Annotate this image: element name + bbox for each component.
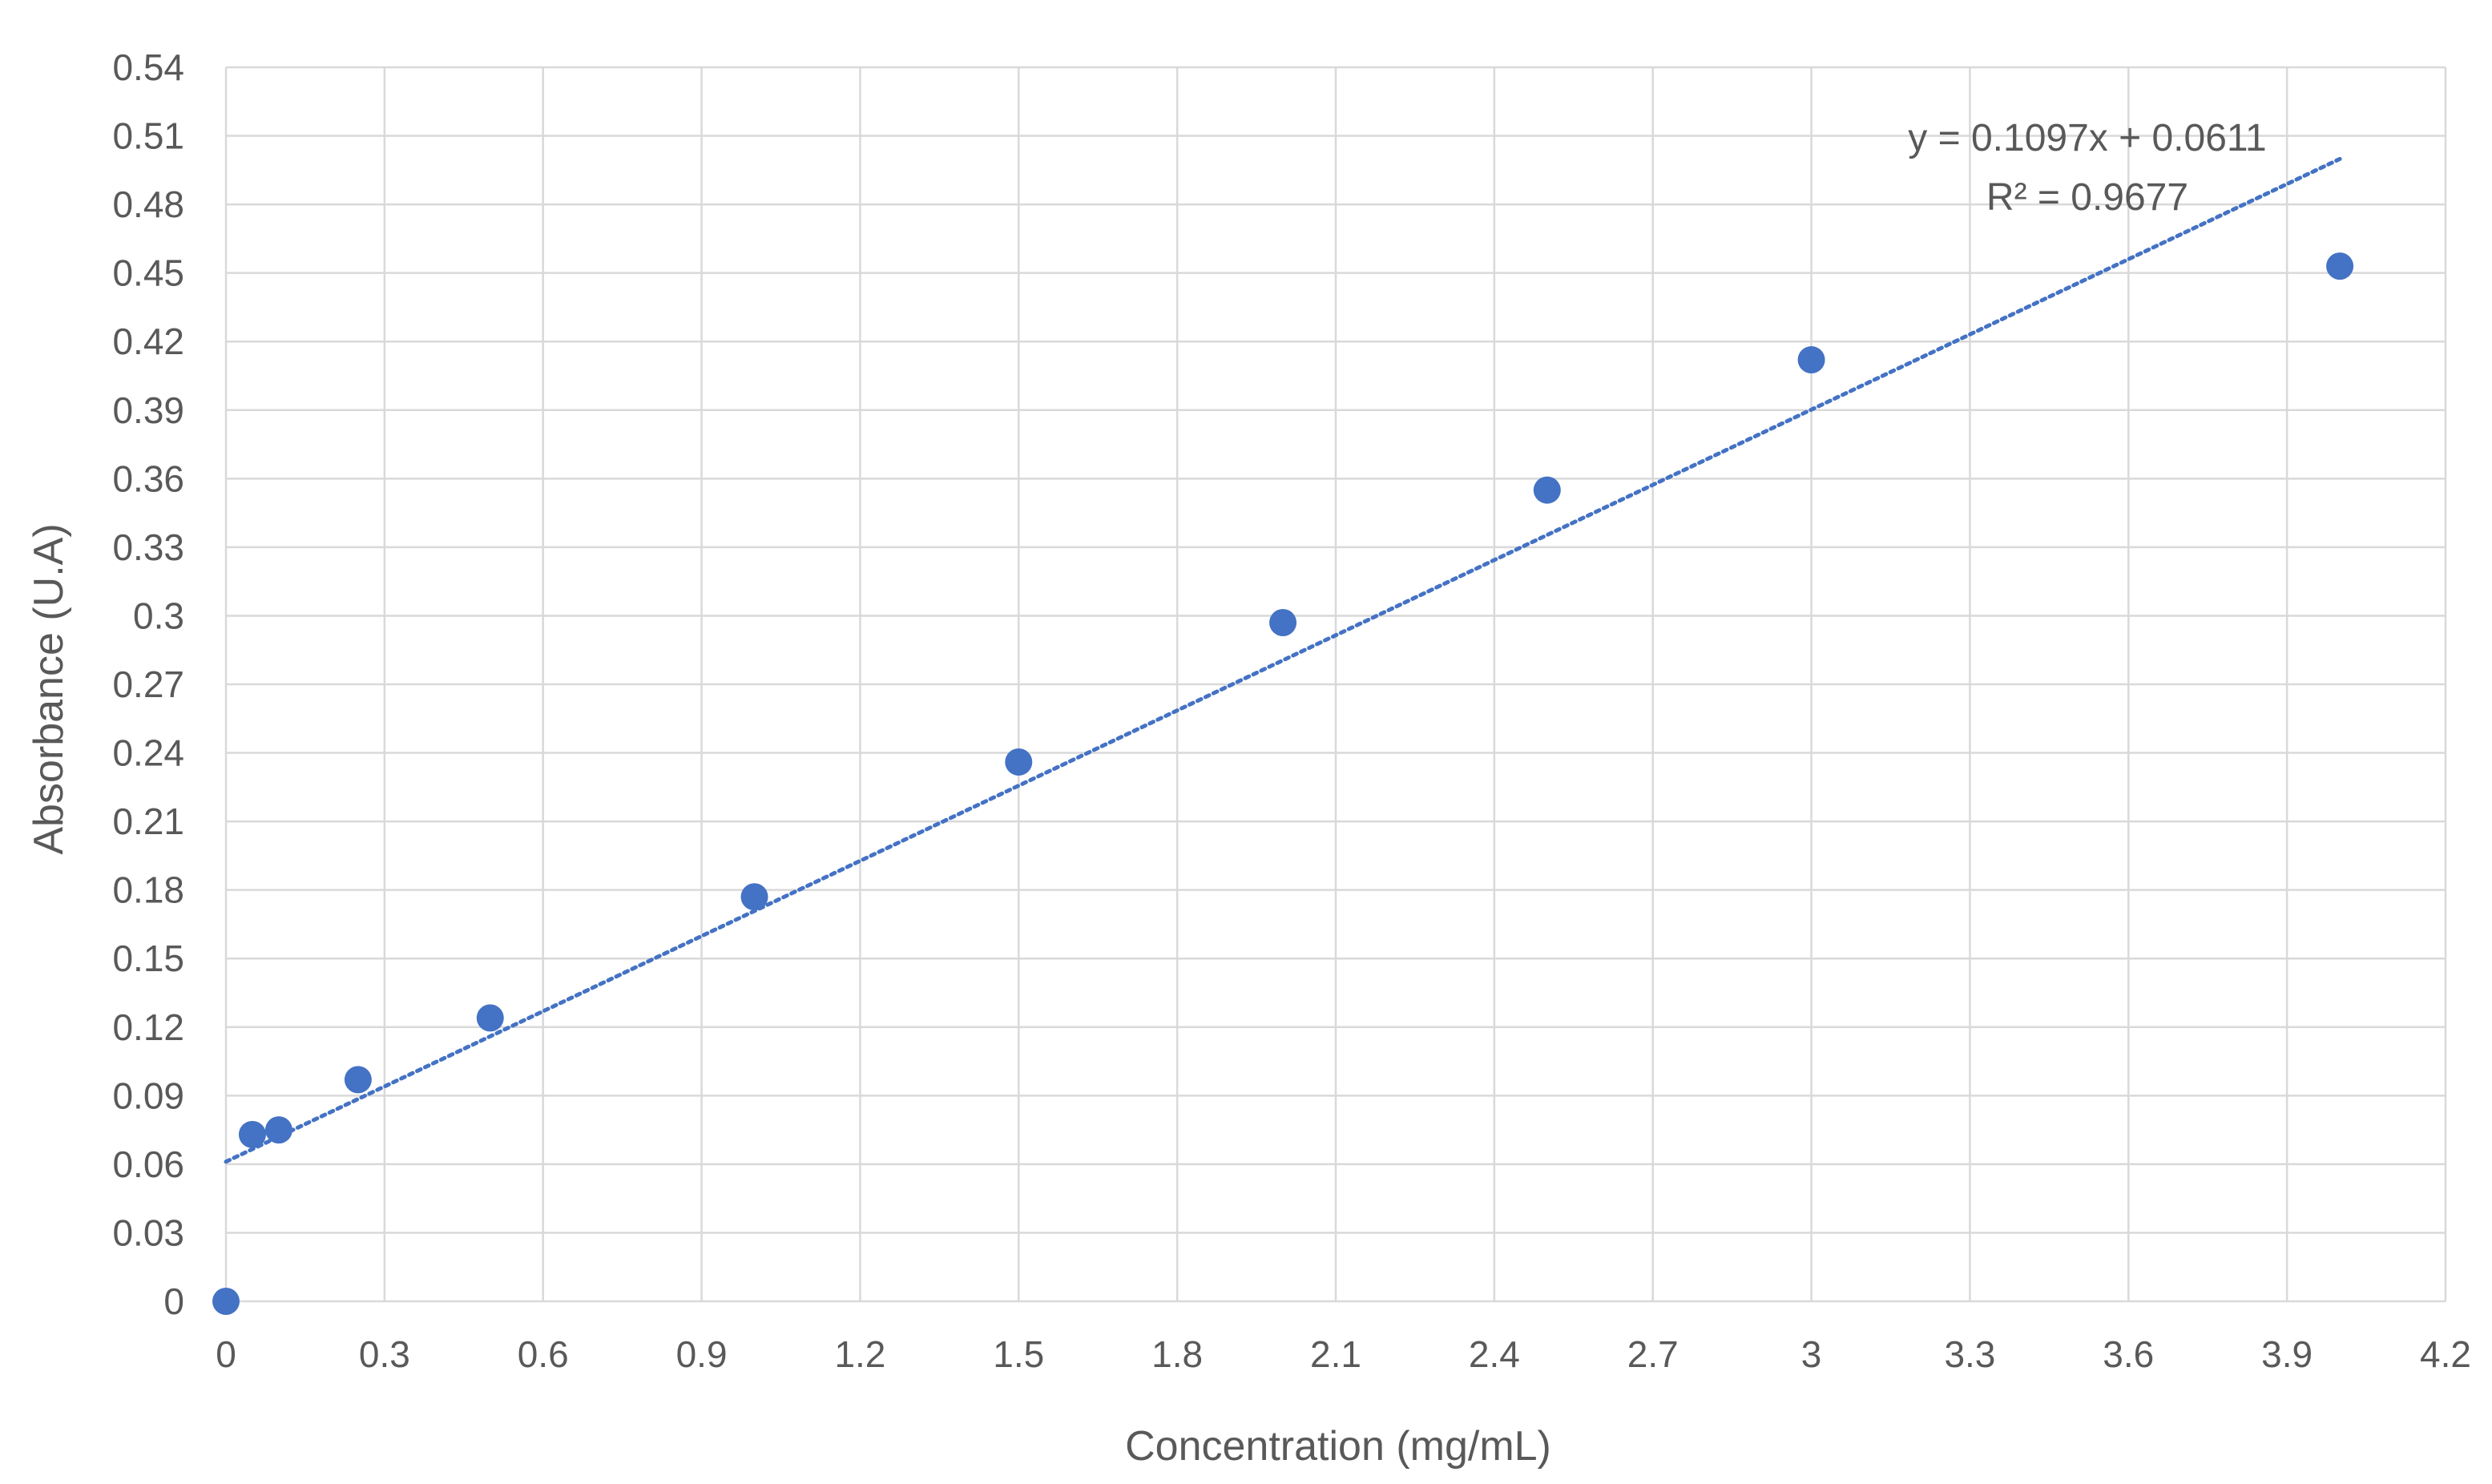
x-tick-label: 3.3 — [1944, 1333, 1995, 1375]
y-tick-label: 0.12 — [112, 1006, 184, 1048]
y-tick-label: 0.24 — [112, 732, 184, 774]
y-tick-label: 0.18 — [112, 869, 184, 911]
data-point — [1269, 609, 1297, 636]
x-tick-label: 2.7 — [1627, 1333, 1679, 1375]
y-tick-label: 0.3 — [133, 595, 184, 636]
y-axis-title: Absorbance (U.A) — [26, 523, 72, 854]
x-tick-label: 1.2 — [834, 1333, 885, 1375]
data-point — [264, 1116, 292, 1144]
x-tick-label: 1.8 — [1151, 1333, 1203, 1375]
y-tick-label: 0.48 — [112, 183, 184, 225]
x-axis-title: Concentration (mg/mL) — [1125, 1423, 1551, 1470]
x-tick-label: 0 — [216, 1333, 236, 1375]
data-point — [1005, 748, 1033, 776]
trendline-r-squared: R² = 0.9677 — [1986, 176, 2188, 219]
y-tick-label: 0.15 — [112, 938, 184, 979]
x-tick-label: 3.6 — [2103, 1333, 2154, 1375]
data-point — [1797, 346, 1825, 374]
y-tick-label: 0.54 — [112, 46, 184, 88]
x-tick-label: 3.9 — [2261, 1333, 2313, 1375]
y-tick-label: 0.45 — [112, 252, 184, 294]
x-tick-label: 0.9 — [676, 1333, 728, 1375]
data-point — [238, 1120, 266, 1148]
data-point — [212, 1288, 240, 1315]
x-tick-label: 4.2 — [2420, 1333, 2471, 1375]
x-tick-label: 2.4 — [1469, 1333, 1520, 1375]
y-tick-label: 0.06 — [112, 1143, 184, 1185]
data-point — [740, 883, 768, 911]
data-point — [2326, 252, 2354, 280]
trendline-equation: y = 0.1097x + 0.0611 — [1908, 117, 2266, 159]
x-tick-label: 2.1 — [1310, 1333, 1361, 1375]
trendline-group — [224, 156, 2342, 1164]
x-tick-label: 1.5 — [993, 1333, 1044, 1375]
y-tick-label: 0.21 — [112, 800, 184, 842]
x-tick-label: 0.3 — [359, 1333, 410, 1375]
data-point — [344, 1066, 372, 1094]
y-tick-label: 0.27 — [112, 663, 184, 705]
y-tick-label: 0.42 — [112, 321, 184, 362]
y-tick-label: 0.09 — [112, 1075, 184, 1116]
y-tick-label: 0.51 — [112, 115, 184, 157]
x-axis-tick-labels: 0 0.3 0.6 0.9 1.2 1.5 1.8 2.1 2.4 2.7 3 3.3 3.6 3.9 4.… — [216, 1333, 2471, 1375]
x-tick-label: 3 — [1801, 1333, 1822, 1375]
y-tick-label: 0.39 — [112, 389, 184, 431]
grid-lines — [224, 66, 2447, 1303]
data-point — [1533, 476, 1561, 504]
data-points — [212, 252, 2354, 1315]
linear-trendline — [224, 156, 2342, 1164]
y-tick-label: 0.36 — [112, 458, 184, 499]
y-tick-label: 0.33 — [112, 526, 184, 568]
x-tick-label: 0.6 — [518, 1333, 569, 1375]
y-tick-label: 0.03 — [112, 1212, 184, 1253]
data-point — [476, 1004, 504, 1032]
y-tick-label: 0 — [163, 1280, 184, 1322]
y-axis-tick-labels: 0 0.03 0.06 0.09 0.12 0.15 0.18 0.21 0.24 0.27 0.3… — [112, 46, 184, 1322]
